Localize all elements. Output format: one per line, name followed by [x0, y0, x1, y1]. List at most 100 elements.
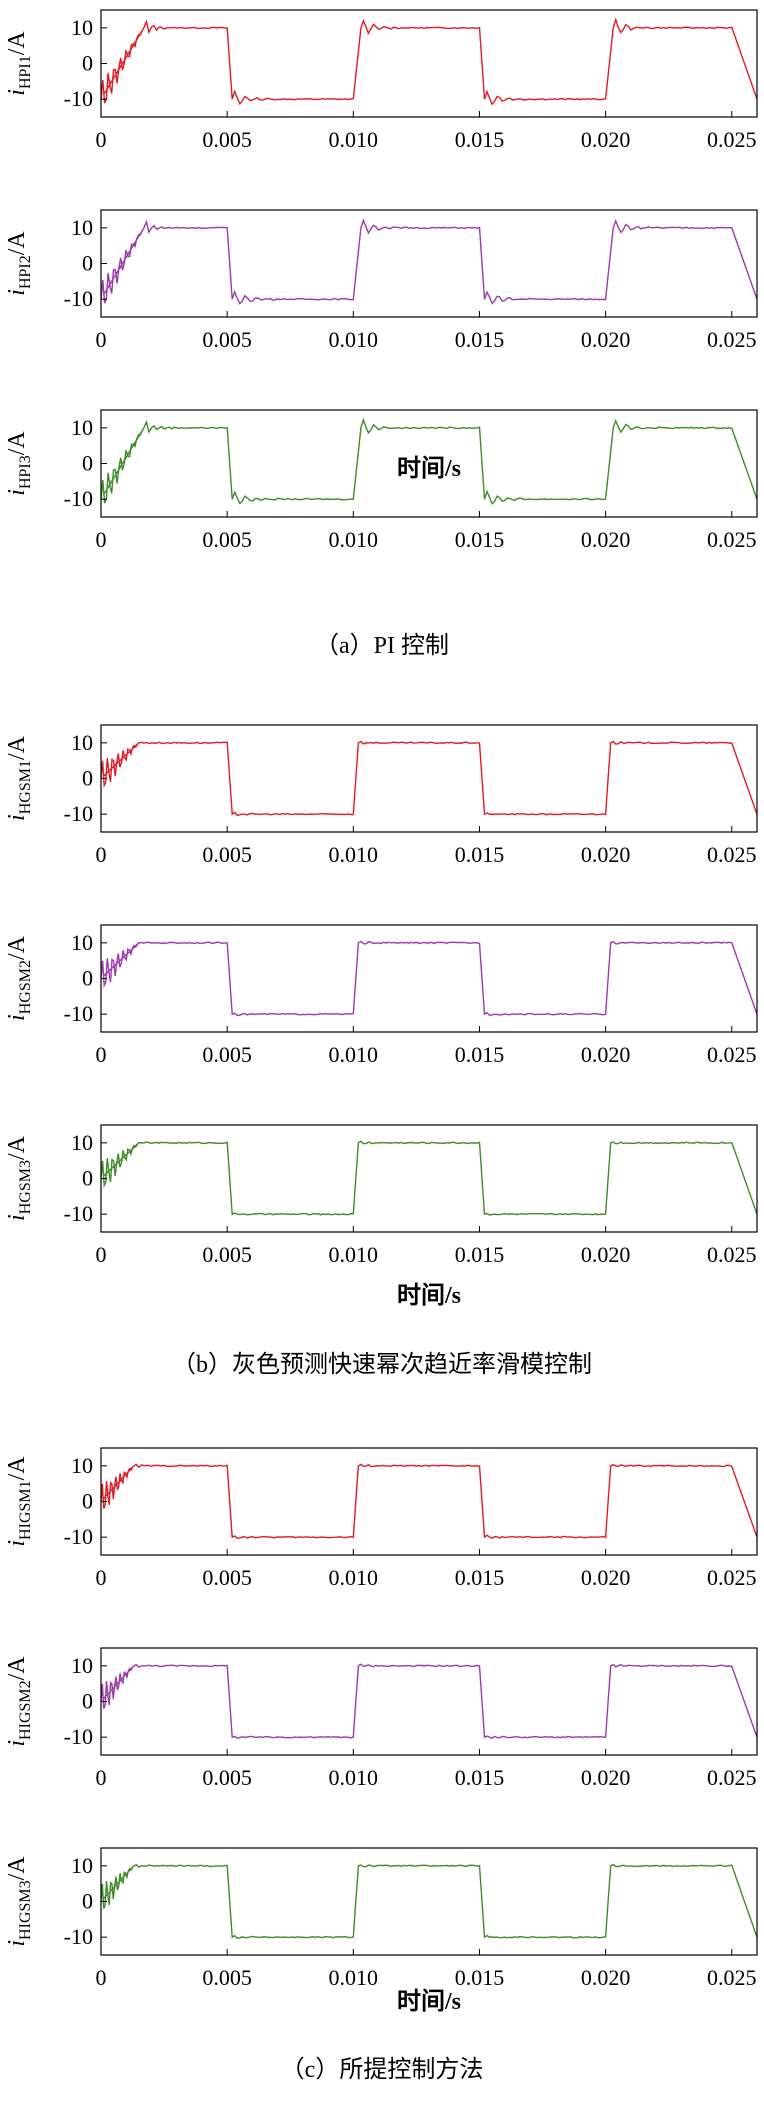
y-tick-label: 0 [82, 966, 93, 991]
x-tick-label: 0.025 [707, 327, 757, 352]
y-tick-label: 0 [82, 51, 93, 76]
x-tick-label: 0.025 [707, 842, 757, 867]
x-tick-label: 0 [96, 527, 107, 552]
plot-frame [100, 724, 758, 833]
x-tick-label: 0.005 [202, 1565, 252, 1590]
x-tick-label: 0.025 [707, 1765, 757, 1790]
x-axis-title: 时间/s [397, 455, 461, 482]
y-tick-label: -10 [64, 1001, 93, 1026]
figure-caption: （a）PI 控制 [315, 632, 449, 659]
y-axis-label: iHPI3/A [4, 431, 34, 496]
subplot-higsm2: 100-100 0.005 0.010 0.015 0.020 0.025iHIGSM2/… [4, 1647, 758, 1790]
y-tick-label: -10 [64, 801, 93, 826]
figure-caption: （b）灰色预测快速幂次趋近率滑模控制 [172, 1351, 592, 1378]
x-tick-label: 0 [96, 127, 107, 152]
x-tick-label: 0.005 [202, 1965, 252, 1990]
x-tick-label: 0.010 [329, 1042, 379, 1067]
plot-frame [100, 1124, 758, 1233]
x-tick-label: 0.005 [202, 842, 252, 867]
x-tick-label: 0.020 [581, 1242, 631, 1267]
x-tick-label: 0.015 [455, 1565, 505, 1590]
x-tick-label: 0.010 [329, 1242, 379, 1267]
y-tick-label: 10 [71, 930, 93, 955]
y-axis-label: iHGSM1/A [4, 735, 34, 821]
y-tick-label: 10 [71, 730, 93, 755]
plot-frame [100, 209, 758, 318]
x-tick-label: 0.015 [455, 527, 505, 552]
x-tick-label: 0.005 [202, 527, 252, 552]
y-tick-label: 10 [71, 1453, 93, 1478]
x-tick-label: 0.015 [455, 327, 505, 352]
x-tick-label: 0.020 [581, 1042, 631, 1067]
y-tick-label: 0 [82, 1489, 93, 1514]
series-line [100, 17, 758, 106]
x-tick-label: 0.015 [455, 1042, 505, 1067]
x-tick-label: 0 [96, 1965, 107, 1990]
series-line [100, 940, 758, 1017]
x-tick-label: 0.015 [455, 1242, 505, 1267]
y-axis-label: iHIGSM2/A [4, 1656, 34, 1747]
x-axis-title: 时间/s [397, 1282, 461, 1309]
x-tick-label: 0.020 [581, 1565, 631, 1590]
y-tick-label: 10 [71, 1853, 93, 1878]
subplot-higsm3: 100-100 0.005 0.010 0.015 0.020 0.025iHIGSM3/… [4, 1847, 758, 1990]
x-tick-label: 0.005 [202, 1765, 252, 1790]
y-tick-label: -10 [64, 286, 93, 311]
y-tick-label: 10 [71, 415, 93, 440]
x-tick-label: 0.025 [707, 1565, 757, 1590]
x-tick-label: 0.020 [581, 127, 631, 152]
plot-frame [100, 924, 758, 1033]
y-tick-label: -10 [64, 86, 93, 111]
y-tick-label: -10 [64, 1924, 93, 1949]
x-axis-title: 时间/s [397, 1988, 461, 2015]
x-tick-label: 0.020 [581, 527, 631, 552]
x-tick-label: 0.010 [329, 327, 379, 352]
x-tick-label: 0.010 [329, 1965, 379, 1990]
plot-frame [100, 1447, 758, 1556]
series-line [100, 417, 758, 505]
x-tick-label: 0 [96, 1042, 107, 1067]
x-tick-label: 0.005 [202, 127, 252, 152]
y-tick-label: 10 [71, 1653, 93, 1678]
x-tick-label: 0.010 [329, 527, 379, 552]
figure-caption: （c）所提控制方法 [281, 2056, 484, 2083]
x-tick-label: 0 [96, 1242, 107, 1267]
y-axis-label: iHIGSM3/A [4, 1856, 34, 1947]
y-axis-label: iHGSM2/A [4, 935, 34, 1021]
y-tick-label: -10 [64, 1524, 93, 1549]
subplot-higsm1: 100-100 0.005 0.010 0.015 0.020 0.025iHIGSM1/… [4, 1447, 758, 1590]
y-tick-label: -10 [64, 1724, 93, 1749]
y-tick-label: -10 [64, 486, 93, 511]
y-tick-label: 0 [82, 1889, 93, 1914]
plot-frame [100, 1847, 758, 1956]
x-tick-label: 0.005 [202, 1042, 252, 1067]
y-tick-label: 0 [82, 766, 93, 791]
x-tick-label: 0.020 [581, 327, 631, 352]
x-tick-label: 0.005 [202, 327, 252, 352]
x-tick-label: 0.010 [329, 1565, 379, 1590]
x-tick-label: 0.010 [329, 127, 379, 152]
y-tick-label: 10 [71, 215, 93, 240]
x-tick-label: 0.025 [707, 1042, 757, 1067]
series-line [100, 218, 758, 305]
x-tick-label: 0.010 [329, 842, 379, 867]
x-tick-label: 0.005 [202, 1242, 252, 1267]
series-line [100, 1140, 758, 1216]
y-axis-label: iHPI2/A [4, 231, 34, 296]
x-tick-label: 0.020 [581, 1965, 631, 1990]
plot-frame [100, 1647, 758, 1756]
y-tick-label: 10 [71, 15, 93, 40]
series-line [100, 1463, 758, 1539]
y-tick-label: 0 [82, 1166, 93, 1191]
y-tick-label: 0 [82, 251, 93, 276]
series-line [100, 1663, 758, 1739]
x-tick-label: 0 [96, 327, 107, 352]
y-tick-label: 0 [82, 451, 93, 476]
